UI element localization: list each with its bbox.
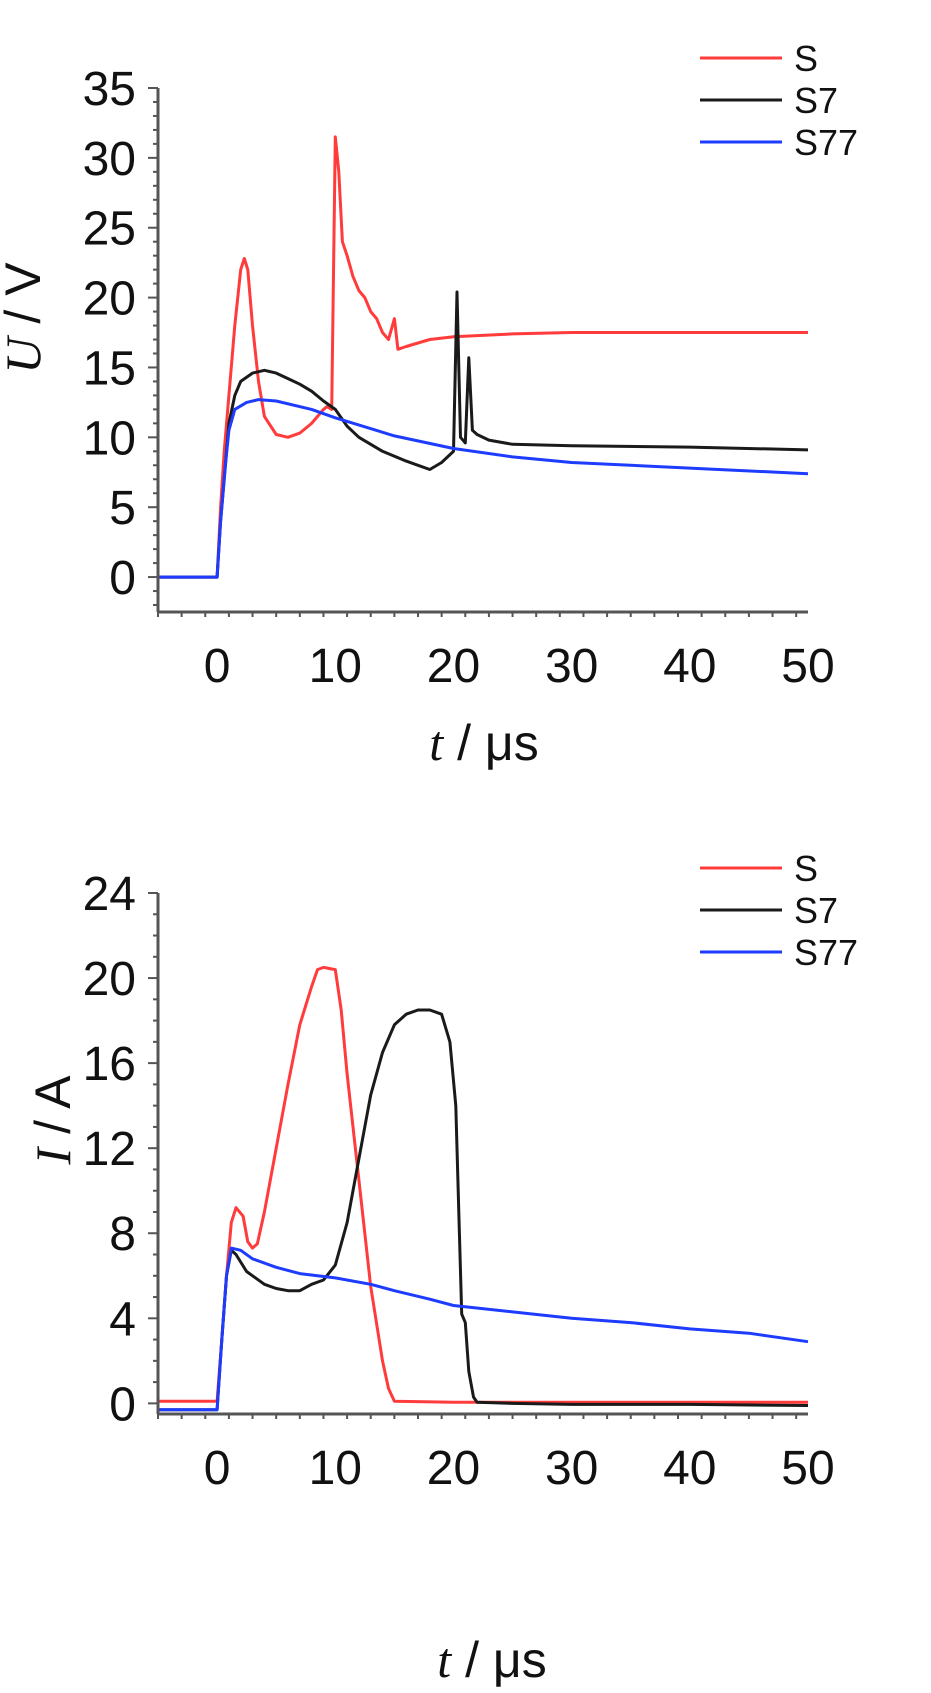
current-series-layer [158, 965, 809, 1412]
current-y-axis-separator: / [25, 1109, 81, 1148]
voltage-series-line-s7 [158, 290, 809, 579]
voltage-series-line-s [158, 135, 808, 579]
voltage-y-axis-unit: V [0, 262, 51, 296]
voltage-y-tick-label: 20 [83, 273, 136, 326]
voltage-y-tick-label: 5 [109, 482, 136, 535]
current-axes: 0 4 8 12 16 20 24 0 10 20 30 40 50 [83, 868, 835, 1495]
current-ticks: 0 4 8 12 16 20 24 0 10 20 30 40 50 [83, 868, 835, 1495]
current-x-tick-label: 20 [427, 1442, 480, 1495]
voltage-y-axis-symbol: U [0, 335, 51, 374]
voltage-y-tick-label: 10 [83, 412, 136, 465]
current-y-tick-label: 8 [109, 1208, 136, 1261]
current-y-tick-label: 0 [109, 1378, 136, 1431]
current-y-axis-symbol: I [25, 1145, 81, 1165]
voltage-x-axis-title: t / μs [429, 715, 538, 771]
voltage-y-axis-separator: / [0, 296, 51, 338]
voltage-legend-label-s: S [794, 38, 818, 79]
voltage-axes: 0 5 10 15 20 25 30 35 0 10 20 30 40 50 [83, 63, 835, 693]
voltage-legend-label-s77: S77 [794, 122, 858, 163]
current-y-tick-label: 4 [109, 1293, 136, 1346]
current-x-axis-title: t / μs [437, 1632, 546, 1688]
voltage-panel: 0 5 10 15 20 25 30 35 0 10 20 30 40 50 U / V t / μs S… [0, 38, 858, 771]
voltage-x-tick-label: 30 [545, 640, 598, 693]
voltage-y-tick-label: 25 [83, 203, 136, 256]
voltage-series-line-s77 [158, 398, 809, 579]
voltage-x-axis-symbol: t [429, 715, 444, 771]
current-x-axis-symbol: t [437, 1632, 452, 1688]
current-legend-item-s: S [700, 848, 818, 889]
voltage-ticks: 0 5 10 15 20 25 30 35 0 10 20 30 40 50 [83, 63, 835, 693]
current-x-tick-label: 10 [309, 1442, 362, 1495]
current-x-tick-label: 50 [781, 1442, 834, 1495]
voltage-x-axis-unit: μs [485, 715, 539, 771]
voltage-y-tick-label: 30 [83, 133, 136, 186]
current-x-tick-label: 0 [204, 1442, 231, 1495]
voltage-x-tick-label: 0 [204, 640, 231, 693]
current-y-axis-title: I / A [25, 1075, 81, 1166]
current-legend-label-s7: S7 [794, 890, 838, 931]
current-y-tick-label: 24 [83, 868, 136, 921]
voltage-legend-item-s: S [700, 38, 818, 79]
voltage-x-tick-label: 10 [309, 640, 362, 693]
voltage-legend-label-s7: S7 [794, 80, 838, 121]
current-y-tick-label: 20 [83, 953, 136, 1006]
current-panel: 0 4 8 12 16 20 24 0 10 20 30 40 50 I / A t / μs S S7… [25, 848, 858, 1688]
voltage-x-tick-label: 20 [427, 640, 480, 693]
voltage-y-tick-label: 35 [83, 63, 136, 116]
current-legend-item-s7: S7 [700, 890, 838, 931]
voltage-legend-item-s77: S77 [700, 122, 858, 163]
current-legend-item-s77: S77 [700, 932, 858, 973]
voltage-x-tick-label: 40 [663, 640, 716, 693]
voltage-y-tick-label: 0 [109, 552, 136, 605]
current-series-line-s7 [158, 1008, 809, 1412]
voltage-legend: S S7 S77 [700, 38, 858, 163]
current-x-axis-unit: μs [493, 1632, 547, 1688]
current-legend-label-s: S [794, 848, 818, 889]
current-x-axis-separator: / [451, 1632, 493, 1688]
voltage-series-layer [158, 135, 809, 579]
voltage-y-axis-title: U / V [0, 262, 51, 374]
current-series-line-s77 [158, 1246, 809, 1412]
current-x-tick-label: 40 [663, 1442, 716, 1495]
current-y-tick-label: 12 [83, 1123, 136, 1176]
current-legend: S S7 S77 [700, 848, 858, 973]
current-y-axis-unit: A [25, 1075, 81, 1109]
current-series-line-s [158, 965, 808, 1404]
current-legend-label-s77: S77 [794, 932, 858, 973]
current-y-tick-label: 16 [83, 1038, 136, 1091]
voltage-y-tick-label: 15 [83, 342, 136, 395]
voltage-x-tick-label: 50 [781, 640, 834, 693]
current-x-tick-label: 30 [545, 1442, 598, 1495]
voltage-legend-item-s7: S7 [700, 80, 838, 121]
voltage-x-axis-separator: / [443, 715, 485, 771]
